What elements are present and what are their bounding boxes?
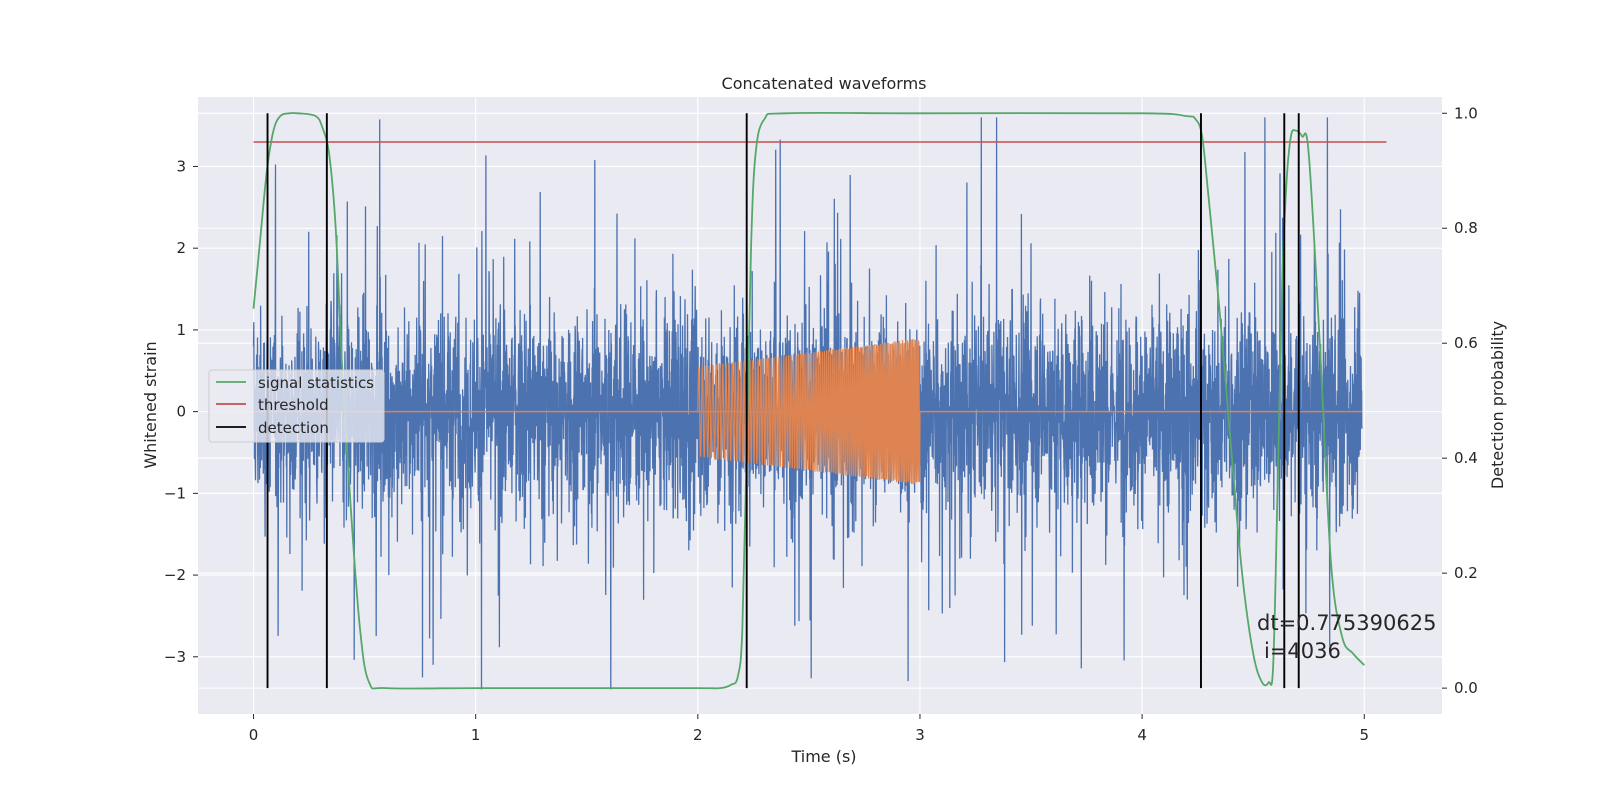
x-tick-label: 1: [471, 726, 481, 744]
y-tick-label: −1: [164, 484, 186, 502]
y-tick-label: −2: [164, 566, 186, 584]
annotation-dt: dt=0.775390625: [1257, 611, 1436, 635]
chart-title: Concatenated waveforms: [722, 74, 927, 93]
x-axis-label: Time (s): [790, 747, 856, 766]
x-tick-label: 2: [693, 726, 703, 744]
x-tick-label: 3: [915, 726, 925, 744]
y-axis-label: Whitened strain: [141, 341, 160, 468]
annotation-i: i=4036: [1264, 639, 1341, 663]
x-tick-label: 0: [249, 726, 259, 744]
y2-tick-label: 0.8: [1454, 219, 1478, 237]
y2-tick-label: 1.0: [1454, 104, 1478, 122]
legend: signal statistics threshold detection: [208, 369, 385, 443]
y-tick-label: 3: [176, 157, 186, 175]
y2-tick-label: 0.0: [1454, 679, 1478, 697]
x-tick-label: 5: [1359, 726, 1369, 744]
legend-label-threshold: threshold: [258, 396, 329, 414]
legend-frame: [208, 369, 385, 443]
y-tick-label: −3: [164, 648, 186, 666]
injection-series-line: [697, 339, 921, 485]
y-tick-label: 2: [176, 239, 186, 257]
y-tick-label: 1: [176, 321, 186, 339]
legend-label-signal-statistics: signal statistics: [258, 374, 374, 392]
signal-statistics-line: [252, 111, 1365, 690]
y-tick-label: 0: [176, 403, 186, 421]
y2-tick-label: 0.4: [1454, 449, 1478, 467]
y2-axis-label: Detection probability: [1488, 321, 1507, 489]
data-layer: [252, 111, 1387, 690]
legend-label-detection: detection: [258, 419, 329, 437]
y2-tick-label: 0.2: [1454, 564, 1478, 582]
y2-tick-label: 0.6: [1454, 334, 1478, 352]
x-tick-label: 4: [1137, 726, 1147, 744]
axes: 0 1 2 3 4 5 −3 −2 −1 0 1 2 3 0.0 0.2 0.4 0.6 0.8 1.0: [164, 104, 1478, 744]
